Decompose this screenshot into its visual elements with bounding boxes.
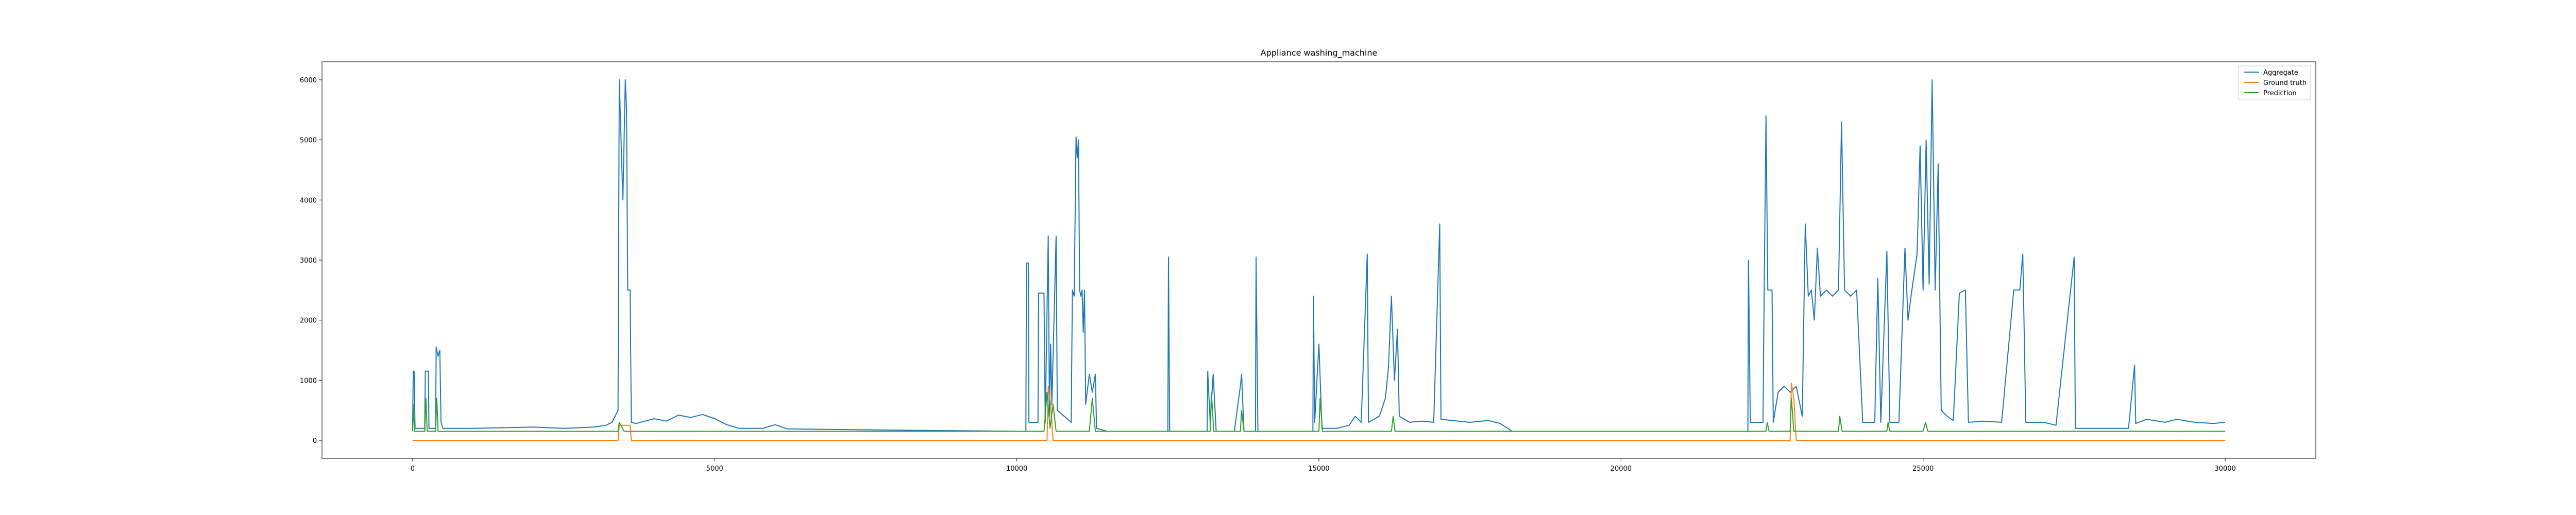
y-tick-label: 6000 xyxy=(300,77,317,84)
series-layer xyxy=(412,79,2226,441)
legend: Aggregate Ground truth Prediction xyxy=(2238,65,2311,100)
y-tick-label: 4000 xyxy=(300,197,317,204)
legend-label: Prediction xyxy=(2263,90,2297,97)
x-axis: 0 5000 10000 15000 20000 25000 30000 xyxy=(411,458,2236,473)
y-tick-label: 1000 xyxy=(300,377,317,385)
x-tick-label: 5000 xyxy=(706,465,723,473)
chart-title: Appliance washing_machine xyxy=(1261,48,1378,58)
y-tick-label: 0 xyxy=(313,437,317,445)
x-tick-label: 30000 xyxy=(2214,465,2235,473)
x-tick-label: 15000 xyxy=(1308,465,1329,473)
x-tick-label: 10000 xyxy=(1006,465,1027,473)
y-tick-label: 3000 xyxy=(300,257,317,265)
x-tick-label: 25000 xyxy=(1912,465,1934,473)
legend-label: Ground truth xyxy=(2263,79,2307,87)
legend-label: Aggregate xyxy=(2263,69,2298,77)
series-prediction-line xyxy=(412,391,2226,432)
y-tick-label: 5000 xyxy=(300,137,317,145)
y-axis: 0 1000 2000 3000 4000 5000 6000 xyxy=(300,77,322,445)
x-tick-label: 20000 xyxy=(1611,465,1632,473)
series-aggregate-line xyxy=(412,79,2226,432)
y-tick-label: 2000 xyxy=(300,317,317,325)
x-tick-label: 0 xyxy=(411,465,415,473)
